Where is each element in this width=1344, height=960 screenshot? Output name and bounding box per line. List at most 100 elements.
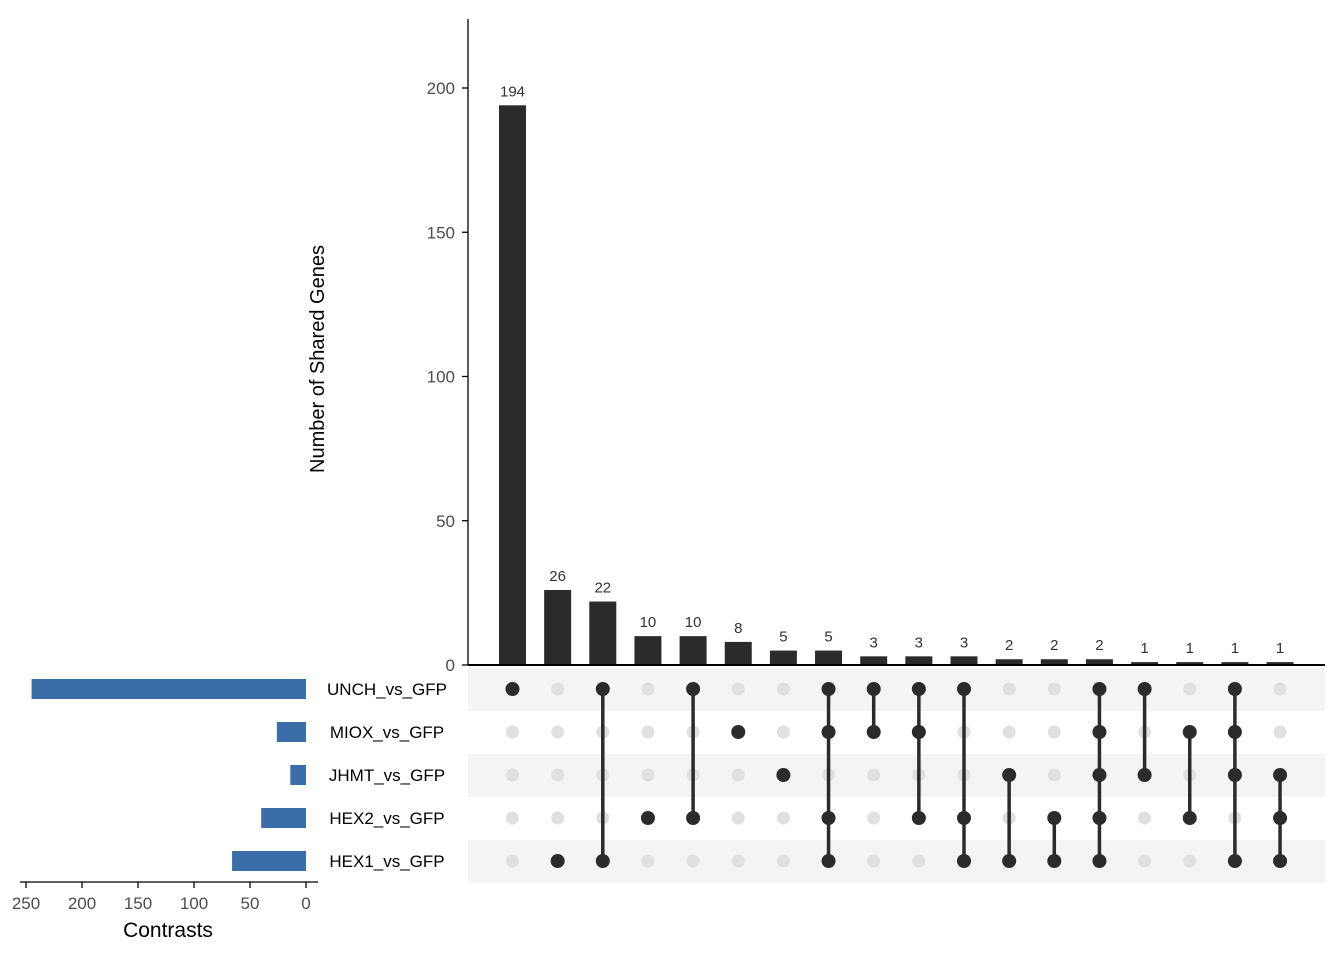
matrix-dot-active <box>1047 811 1062 825</box>
intersection-bar-label: 1 <box>1140 640 1148 657</box>
matrix-dot-active <box>866 682 881 696</box>
intersection-bar-label: 3 <box>915 634 923 651</box>
matrix-dot-inactive <box>731 768 745 782</box>
matrix-dot-inactive <box>641 682 655 696</box>
set-size-bar <box>290 765 306 785</box>
intersection-bar <box>544 589 572 665</box>
intersection-bar <box>589 601 617 665</box>
matrix-dot-active <box>1047 854 1062 868</box>
intersection-bar-label: 10 <box>685 614 702 631</box>
matrix-row-stripes <box>468 668 1325 883</box>
intersection-bar <box>499 105 526 665</box>
matrix-dot-active <box>1182 725 1197 739</box>
intersection-bar <box>1131 662 1159 665</box>
matrix-dot-active <box>1182 811 1197 825</box>
intersection-bar-label: 8 <box>734 620 742 637</box>
matrix-dot-inactive <box>1138 811 1152 825</box>
matrix-dot-inactive <box>1138 854 1152 868</box>
matrix-dot-active <box>686 682 701 696</box>
matrix-dot-inactive <box>776 725 790 739</box>
set-size-axis-title: Contrasts <box>123 919 213 942</box>
y-tick-label: 100 <box>427 368 455 387</box>
set-size-ticks: 250 200 150 100 50 0 <box>12 882 311 913</box>
intersection-bar-label: 1 <box>1186 640 1194 657</box>
matrix-dot-inactive <box>731 682 745 696</box>
matrix-dot-inactive <box>867 811 881 825</box>
matrix-dot-active <box>1002 768 1017 782</box>
intersection-bar <box>724 641 752 665</box>
matrix-dot-active <box>595 854 610 868</box>
set-size-bar <box>261 808 306 828</box>
matrix-dot-inactive <box>1002 725 1016 739</box>
matrix-dot-active <box>1273 854 1288 868</box>
intersection-bar-label: 2 <box>1005 637 1013 654</box>
set-size-bar <box>232 851 306 871</box>
matrix-stripe <box>468 840 1325 883</box>
matrix-dot-active <box>821 811 836 825</box>
matrix-dot-active <box>1092 768 1107 782</box>
intersection-bar <box>905 656 933 665</box>
matrix-dot-inactive <box>731 811 745 825</box>
matrix-dot-inactive <box>776 854 790 868</box>
intersection-bar <box>1266 662 1294 665</box>
set-size-bars <box>31 679 306 871</box>
matrix-dot-active <box>1092 682 1107 696</box>
matrix-dot-active <box>911 811 926 825</box>
matrix-dot-active <box>1092 725 1107 739</box>
matrix-stripe <box>468 668 1325 711</box>
set-label: JHMT_vs_GFP <box>329 766 445 785</box>
matrix-dot-active <box>957 854 971 868</box>
set-size-bar <box>276 722 306 742</box>
matrix-dot-active <box>505 682 520 696</box>
y-axis <box>467 19 1325 666</box>
matrix-dot-active <box>1092 811 1107 825</box>
matrix-dot-inactive <box>551 811 565 825</box>
matrix-dot-inactive <box>551 725 565 739</box>
matrix-dot-active <box>1227 682 1242 696</box>
matrix-dot-active <box>1137 768 1152 782</box>
matrix-dot-inactive <box>1273 725 1287 739</box>
intersection-bar-label: 26 <box>549 568 566 585</box>
intersection-bar-label: 5 <box>779 629 787 646</box>
matrix-dot-active <box>595 682 610 696</box>
matrix-dot-active <box>821 725 836 739</box>
intersection-bar-label: 2 <box>1095 637 1103 654</box>
matrix-dot-inactive <box>551 682 565 696</box>
intersection-bar <box>995 659 1023 665</box>
matrix-dot-active <box>1137 682 1152 696</box>
intersection-bar <box>679 636 707 665</box>
matrix-dot-active <box>1227 854 1242 868</box>
set-size-tick-label: 50 <box>241 894 260 913</box>
matrix-dot-active <box>1227 768 1242 782</box>
matrix-dot-inactive <box>506 768 519 782</box>
intersection-bar-label: 5 <box>824 629 832 646</box>
matrix-dot-active <box>731 725 746 739</box>
matrix-dot-active <box>957 682 971 696</box>
matrix-dot-inactive <box>776 811 790 825</box>
matrix-dot-inactive <box>641 854 655 868</box>
matrix-dot-inactive <box>731 854 745 868</box>
matrix-dot-inactive <box>1183 682 1197 696</box>
intersection-matrix <box>505 682 1288 868</box>
matrix-dot-active <box>1273 768 1288 782</box>
matrix-dot-inactive <box>1047 682 1061 696</box>
matrix-dot-inactive <box>1047 768 1061 782</box>
matrix-dot-inactive <box>506 811 519 825</box>
set-label: UNCH_vs_GFP <box>327 680 447 699</box>
y-tick-label: 200 <box>427 79 455 98</box>
intersection-bar-label: 22 <box>594 580 611 597</box>
matrix-stripe <box>468 754 1325 797</box>
matrix-dot-inactive <box>641 768 655 782</box>
set-size-tick-label: 100 <box>180 894 208 913</box>
intersection-bars <box>499 105 1294 665</box>
matrix-dot-active <box>550 854 565 868</box>
matrix-dot-active <box>1092 854 1107 868</box>
intersection-bar <box>1221 662 1249 665</box>
matrix-dot-inactive <box>912 854 926 868</box>
intersection-bar <box>860 656 888 665</box>
intersection-bar <box>950 656 978 665</box>
matrix-dot-active <box>640 811 655 825</box>
intersection-bar <box>1040 659 1068 665</box>
matrix-dot-inactive <box>506 725 519 739</box>
